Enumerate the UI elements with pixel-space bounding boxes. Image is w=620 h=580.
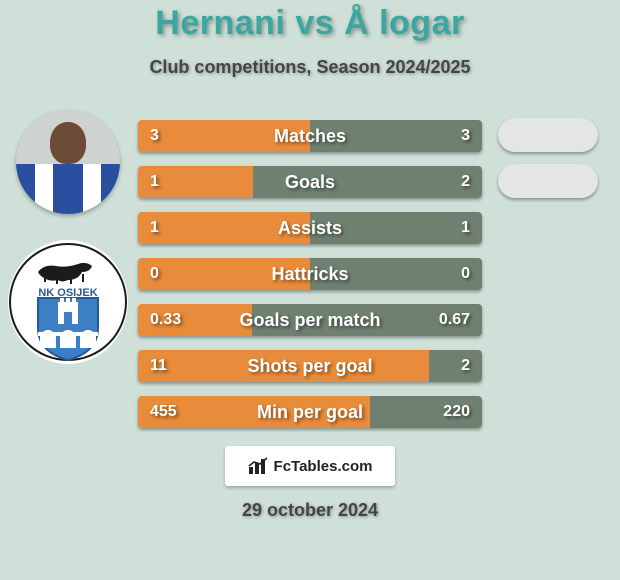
stat-bar-right — [252, 304, 482, 336]
pill-left-player — [498, 118, 598, 152]
stat-bar-left — [138, 304, 252, 336]
stat-bar-left — [138, 166, 253, 198]
stat-row: Assists11 — [138, 212, 482, 244]
stat-bar-left — [138, 120, 310, 152]
comparison-card: Hernani vs Å logar Club competitions, Se… — [0, 0, 620, 580]
stat-row: Goals per match0.330.67 — [138, 304, 482, 336]
chart-icon — [248, 457, 270, 475]
stat-row: Goals12 — [138, 166, 482, 198]
date-text: 29 october 2024 — [0, 500, 620, 521]
club-logo: NK OSIJEK — [8, 240, 128, 364]
stat-bar-right — [310, 212, 482, 244]
stat-bar-left — [138, 212, 310, 244]
page-title: Hernani vs Å logar — [0, 4, 620, 43]
stat-bar-left — [138, 350, 429, 382]
stat-bar-left — [138, 396, 370, 428]
stat-bar-right — [310, 120, 482, 152]
stat-row: Matches33 — [138, 120, 482, 152]
pill-right-player — [498, 164, 598, 198]
stat-row: Min per goal455220 — [138, 396, 482, 428]
brand-badge[interactable]: FcTables.com — [225, 446, 395, 486]
page-subtitle: Club competitions, Season 2024/2025 — [0, 57, 620, 78]
player-avatar — [16, 110, 120, 214]
club-logo-svg: NK OSIJEK — [8, 240, 128, 364]
stat-bar-right — [310, 258, 482, 290]
stat-bar-right — [370, 396, 482, 428]
stat-bar-left — [138, 258, 310, 290]
stat-bar-right — [429, 350, 482, 382]
brand-text: FcTables.com — [274, 458, 373, 475]
stats-table: Matches33 Goals12 Assists11 Hattricks00 Goal… — [138, 120, 482, 442]
stat-row: Shots per goal112 — [138, 350, 482, 382]
stat-bar-right — [253, 166, 482, 198]
stat-row: Hattricks00 — [138, 258, 482, 290]
avatars-column: NK OSIJEK — [8, 110, 128, 364]
pills-column — [492, 118, 604, 210]
